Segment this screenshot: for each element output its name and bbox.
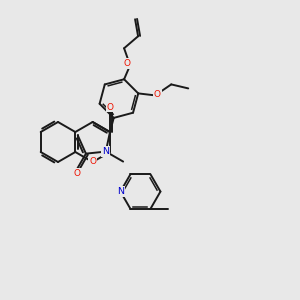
Text: O: O: [74, 169, 81, 178]
Text: N: N: [117, 187, 124, 196]
Text: O: O: [124, 59, 130, 68]
Text: O: O: [154, 90, 161, 99]
Text: N: N: [102, 147, 109, 156]
Text: O: O: [106, 103, 113, 112]
Text: O: O: [89, 158, 96, 166]
